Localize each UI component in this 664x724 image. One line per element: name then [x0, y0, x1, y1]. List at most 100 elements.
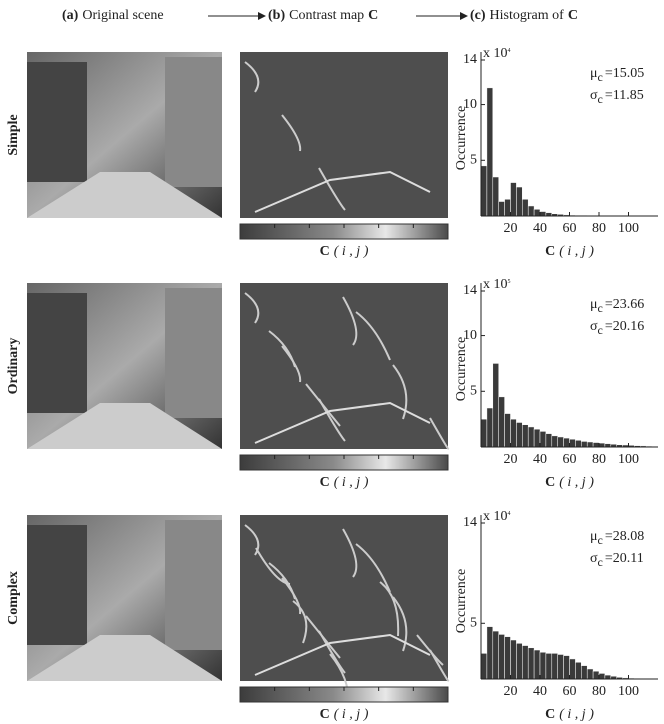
- bar: [605, 675, 611, 679]
- text-part: c: [598, 301, 603, 315]
- stat-mean: μc=23.66: [590, 297, 644, 315]
- contrast-map: [240, 283, 448, 449]
- figure: (a)Original scene (b) Contrast map C (c) Hist…: [0, 0, 664, 724]
- text-part: C: [545, 475, 555, 490]
- text-part: (a): [62, 8, 79, 23]
- bar: [546, 213, 552, 216]
- x-tick-label: 80: [592, 684, 606, 699]
- x-tick-label: 80: [592, 221, 606, 236]
- bar: [511, 183, 517, 216]
- row-label: Ordinary: [6, 338, 21, 395]
- text-part: ( i , j ): [559, 244, 594, 259]
- bar: [534, 650, 540, 679]
- bar: [499, 202, 505, 216]
- photo-building: [27, 525, 87, 645]
- bar: [593, 443, 599, 447]
- text-part: C: [545, 707, 555, 722]
- x-tick-label: 100: [618, 221, 639, 236]
- x-axis-label: C( i , j ): [545, 244, 594, 259]
- x-tick-label: 60: [563, 684, 577, 699]
- bar: [575, 440, 581, 447]
- bar: [511, 640, 517, 679]
- x-tick-label: 100: [618, 452, 639, 467]
- text-part: Contrast map: [289, 8, 364, 23]
- text-part: 4: [508, 48, 511, 54]
- stat-std: σc=20.16: [590, 319, 644, 337]
- text-part: Histogram of: [490, 8, 565, 23]
- contrast-map: [240, 52, 448, 218]
- colorbar-label: C( i , j ): [320, 707, 369, 722]
- x-tick-label: 20: [504, 221, 518, 236]
- bar: [481, 419, 487, 447]
- text-part: μ: [590, 529, 598, 544]
- text-part: ( i , j ): [559, 707, 594, 722]
- text-part: (b): [268, 8, 285, 23]
- y-tick-label: 14: [463, 283, 477, 298]
- text-part: C: [568, 8, 578, 23]
- bar: [587, 442, 593, 447]
- arrow-head: [460, 12, 468, 20]
- y-axis-label: Occurrence: [454, 106, 469, 171]
- x-tick-label: 40: [533, 684, 547, 699]
- text-part: c: [598, 555, 603, 569]
- text-part: ( i , j ): [334, 244, 369, 259]
- scale-note: x 104: [483, 46, 511, 61]
- y-tick-label: 5: [470, 616, 477, 631]
- text-part: C: [320, 244, 330, 259]
- bar: [493, 631, 499, 679]
- bar: [499, 397, 505, 447]
- y-axis-label: Occurrence: [454, 337, 469, 402]
- bar: [599, 443, 605, 447]
- text-part: c: [598, 323, 603, 337]
- x-tick-label: 60: [563, 221, 577, 236]
- bar: [540, 652, 546, 679]
- text-part: =20.16: [605, 319, 644, 334]
- bar: [570, 439, 576, 447]
- y-tick-label: 5: [470, 153, 477, 168]
- photo-building: [165, 288, 222, 418]
- bar: [593, 671, 599, 679]
- text-part: x 10: [483, 277, 508, 292]
- bar: [599, 673, 605, 679]
- y-axis-label: Occurrence: [454, 569, 469, 634]
- bar: [570, 659, 576, 679]
- bar: [575, 662, 581, 679]
- bar: [511, 419, 517, 447]
- x-tick-label: 40: [533, 452, 547, 467]
- bar: [581, 441, 587, 447]
- bar: [487, 408, 493, 447]
- bar: [528, 206, 534, 216]
- photo-building: [165, 57, 222, 187]
- bar: [481, 653, 487, 679]
- bar: [546, 653, 552, 679]
- bar: [516, 643, 522, 679]
- scale-note: x 104: [483, 509, 511, 524]
- bar: [528, 427, 534, 447]
- text-part: x 10: [483, 46, 508, 61]
- bar: [564, 438, 570, 447]
- bar: [552, 653, 558, 679]
- bar: [587, 669, 593, 679]
- text-part: 4: [508, 511, 511, 517]
- bar: [505, 414, 511, 447]
- bar: [528, 648, 534, 679]
- column-header: (a)Original scene: [62, 8, 164, 23]
- bar: [516, 187, 522, 216]
- colorbar-label: C ( i , j ): [320, 244, 369, 259]
- bar: [516, 422, 522, 447]
- x-tick-label: 20: [504, 684, 518, 699]
- text-part: Original scene: [82, 8, 163, 23]
- x-tick-label: 40: [533, 221, 547, 236]
- bar: [493, 177, 499, 216]
- bar: [499, 634, 505, 679]
- text-part: c: [598, 533, 603, 547]
- bar: [522, 425, 528, 447]
- photo-building: [27, 62, 87, 182]
- text-part: x 10: [483, 509, 508, 524]
- text-part: (c): [470, 8, 486, 23]
- stat-std: σc=11.85: [590, 88, 644, 106]
- bar: [493, 363, 499, 447]
- bar: [540, 212, 546, 216]
